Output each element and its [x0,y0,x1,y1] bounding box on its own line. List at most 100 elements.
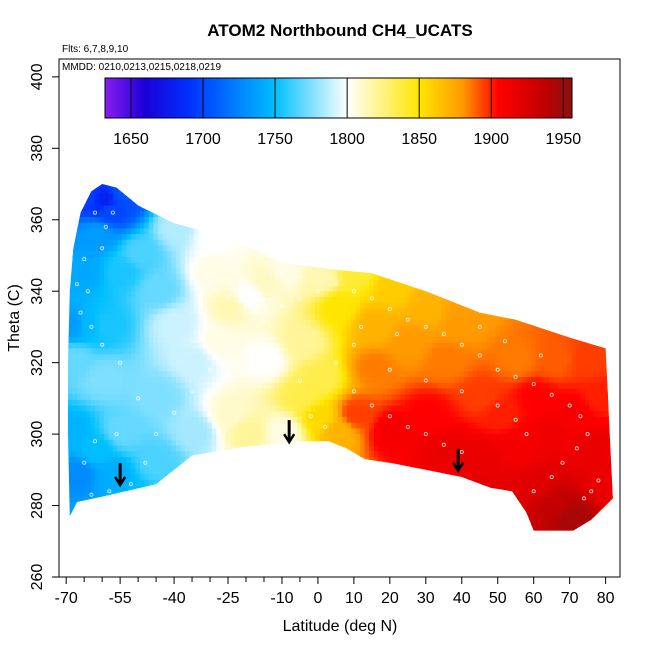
field-cell [104,490,110,497]
field-cell [324,256,330,263]
field-cell [301,204,307,212]
field-cell [414,204,420,212]
field-cell [409,427,415,435]
field-cell [135,513,141,520]
field-cell [108,473,114,480]
field-cell [148,187,155,195]
field-cell [243,187,249,195]
field-cell [360,399,366,406]
field-cell [139,410,146,417]
field-cell [355,296,361,303]
field-cell [324,467,330,475]
field-cell [162,187,168,195]
field-cell [207,256,213,263]
field-cell [427,422,433,429]
field-cell [360,273,366,280]
field-cell [310,467,316,475]
field-cell [68,336,74,343]
field-cell [396,507,402,515]
field-cell [121,184,128,189]
field-cell [99,427,105,435]
field-cell [220,301,227,309]
field-cell [400,507,406,515]
field-cell [382,473,388,480]
field-cell [360,216,366,223]
field-cell [288,427,294,435]
field-cell [288,479,294,486]
field-cell [288,284,294,292]
field-cell [310,399,316,406]
field-cell [364,370,370,377]
field-cell [243,250,249,257]
field-cell [121,359,128,366]
field-cell [198,256,204,263]
field-cell [427,210,433,217]
field-cell [270,261,276,269]
field-cell [68,376,74,383]
field-cell [328,296,334,303]
field-cell [270,324,276,332]
field-cell [306,427,312,435]
field-cell [99,507,105,515]
field-cell [364,233,370,240]
field-cell [351,233,357,240]
field-cell [153,359,159,366]
field-cell [265,341,272,349]
field-cell [324,433,330,440]
field-cell [81,359,87,366]
field-cell [319,210,325,217]
field-cell [387,296,393,303]
field-cell [121,347,128,355]
field-cell [369,364,375,372]
field-cell [229,381,236,389]
dates-annotation: MMDD: 0210,0213,0215,0218,0219 [62,62,221,73]
field-cell [90,393,96,400]
field-cell [315,422,321,429]
field-cell [319,216,325,223]
field-cell [310,404,316,412]
field-cell [247,404,254,412]
field-cell [423,187,429,195]
field-cell [324,376,330,383]
field-cell [288,524,294,531]
field-cell [279,267,285,275]
field-cell [252,273,258,280]
field-cell [414,307,420,315]
field-cell [238,519,245,526]
field-cell [333,250,339,257]
field-cell [324,364,330,372]
field-cell [247,393,254,400]
field-cell [301,376,307,383]
field-cell [198,187,204,195]
field-cell [144,221,150,229]
field-cell [328,399,334,406]
field-cell [234,204,240,212]
field-cell [355,273,361,280]
field-cell [108,399,114,406]
field-cell [373,347,379,355]
field-cell [301,244,307,252]
field-cell [175,393,182,400]
field-cell [90,313,96,320]
field-cell [86,364,92,372]
field-cell [238,433,245,440]
field-cell [117,233,123,240]
field-cell [81,439,87,446]
field-cell [301,404,307,412]
field-cell [130,502,137,509]
field-cell [252,353,258,360]
field-cell [283,250,290,257]
field-cell [396,467,402,475]
field-cell [68,204,74,212]
field-cell [351,359,357,366]
field-cell [108,456,114,463]
field-cell [423,410,429,417]
field-cell [283,301,290,309]
field-cell [301,210,307,217]
field-cell [405,187,411,195]
field-cell [405,370,411,377]
field-cell [337,496,343,503]
field-cell [234,301,240,309]
field-cell [360,370,366,377]
field-cell [72,473,78,480]
